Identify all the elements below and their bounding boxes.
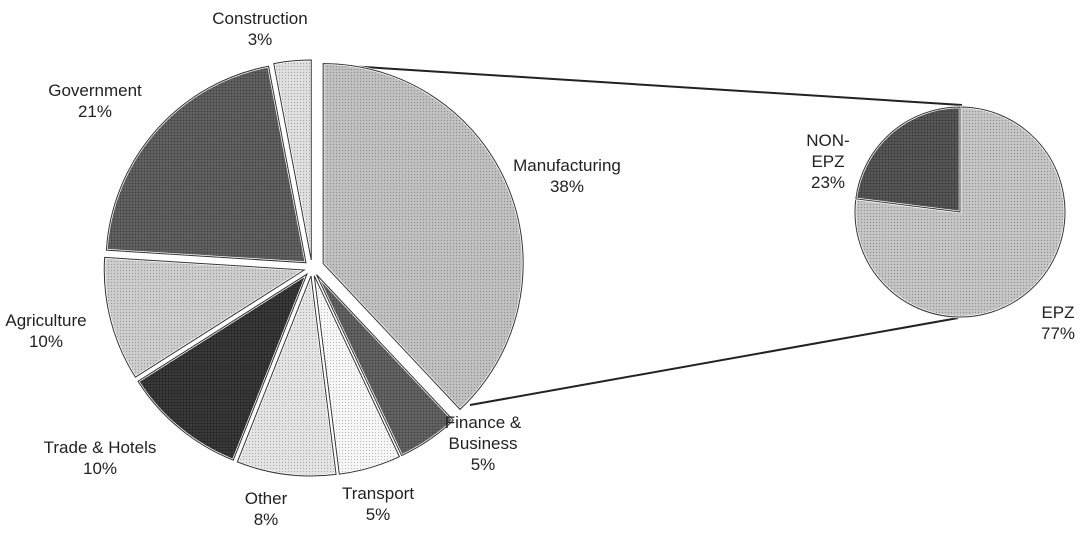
slice-label: NON-EPZ 23% (803, 130, 853, 193)
slice-value-label: 21% (77, 102, 113, 121)
slice-value-label: 10% (82, 459, 118, 478)
slice-label: Other 8% (245, 488, 288, 530)
slice-value-label: 10% (28, 332, 64, 351)
slice-label: Construction 3% (212, 8, 307, 50)
slice-name: Agriculture (5, 311, 87, 330)
pie-slice (854, 105, 962, 214)
slice-name: NON-EPZ (806, 131, 850, 171)
slice-name: Finance & Business (444, 413, 522, 453)
slice-name: Government (48, 81, 142, 100)
slice-name: Transport (341, 484, 415, 503)
slice-value-label: 5% (365, 505, 391, 524)
connector-line (331, 64, 963, 106)
slice-label: Manufacturing 38% (513, 155, 621, 197)
slice-outline (105, 65, 307, 264)
slice-value-label: 38% (549, 177, 585, 196)
slice-outline (855, 106, 961, 213)
slice-outline (236, 275, 337, 477)
slice-label: Agriculture 10% (5, 310, 86, 352)
slice-name: Other (244, 489, 288, 508)
slice-value-label: 3% (247, 30, 273, 49)
slice-label: Trade & Hotels 10% (44, 437, 157, 479)
slice-value-label: 5% (470, 455, 496, 474)
slice-name: EPZ (1041, 303, 1075, 322)
slice-outline (137, 272, 308, 461)
slice-value-label: 77% (1040, 324, 1076, 343)
connector-line (469, 317, 959, 406)
slice-name: Manufacturing (513, 156, 621, 175)
slice-outline (322, 63, 524, 411)
slice-name: Trade & Hotels (43, 438, 157, 457)
slice-outline (854, 106, 1066, 318)
slice-label: EPZ 77% (1041, 302, 1075, 344)
slice-outline (316, 274, 455, 457)
slice-value-label: 8% (253, 510, 279, 529)
slice-label: Finance & Business 5% (433, 412, 533, 475)
slice-outline (273, 59, 312, 261)
slice-outline (313, 275, 401, 475)
slice-label: Government 21% (48, 80, 142, 122)
slice-value-label: 23% (810, 173, 846, 192)
slice-label: Transport 5% (342, 483, 414, 525)
slice-outline (103, 256, 306, 378)
slice-name: Construction (212, 9, 308, 28)
